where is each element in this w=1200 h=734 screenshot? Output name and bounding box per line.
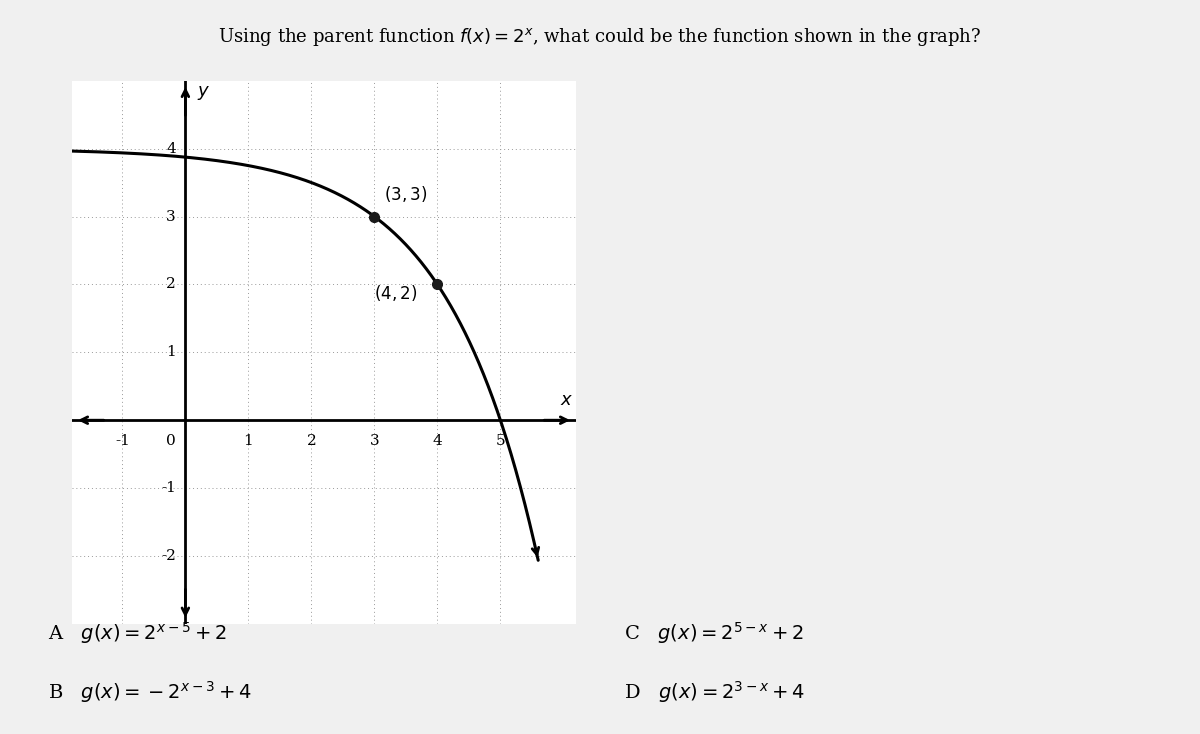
Text: D   $g(x) = 2^{3-x}+4$: D $g(x) = 2^{3-x}+4$	[624, 679, 805, 705]
Text: 4: 4	[432, 434, 443, 448]
Text: A   $g(x) = 2^{x-5}+2$: A $g(x) = 2^{x-5}+2$	[48, 620, 227, 646]
Text: 1: 1	[166, 345, 176, 360]
Text: $x$: $x$	[560, 390, 574, 409]
Text: -1: -1	[161, 481, 176, 495]
Text: $(4, 2)$: $(4, 2)$	[374, 283, 418, 303]
Text: $(3, 3)$: $(3, 3)$	[384, 184, 427, 203]
Text: -2: -2	[161, 549, 176, 563]
Text: 2: 2	[306, 434, 317, 448]
Text: 2: 2	[166, 277, 176, 291]
Text: 3: 3	[370, 434, 379, 448]
Text: 0: 0	[166, 434, 176, 448]
Text: 3: 3	[167, 209, 176, 224]
Text: 5: 5	[496, 434, 505, 448]
Text: Using the parent function $f(x) = 2^x$, what could be the function shown in the : Using the parent function $f(x) = 2^x$, …	[218, 26, 982, 48]
Text: 4: 4	[166, 142, 176, 156]
Text: $y$: $y$	[197, 84, 210, 102]
Text: 1: 1	[244, 434, 253, 448]
Text: C   $g(x) = 2^{5-x}+2$: C $g(x) = 2^{5-x}+2$	[624, 620, 804, 646]
Text: -1: -1	[115, 434, 130, 448]
Text: B   $g(x) = -2^{x-3}+4$: B $g(x) = -2^{x-3}+4$	[48, 679, 252, 705]
